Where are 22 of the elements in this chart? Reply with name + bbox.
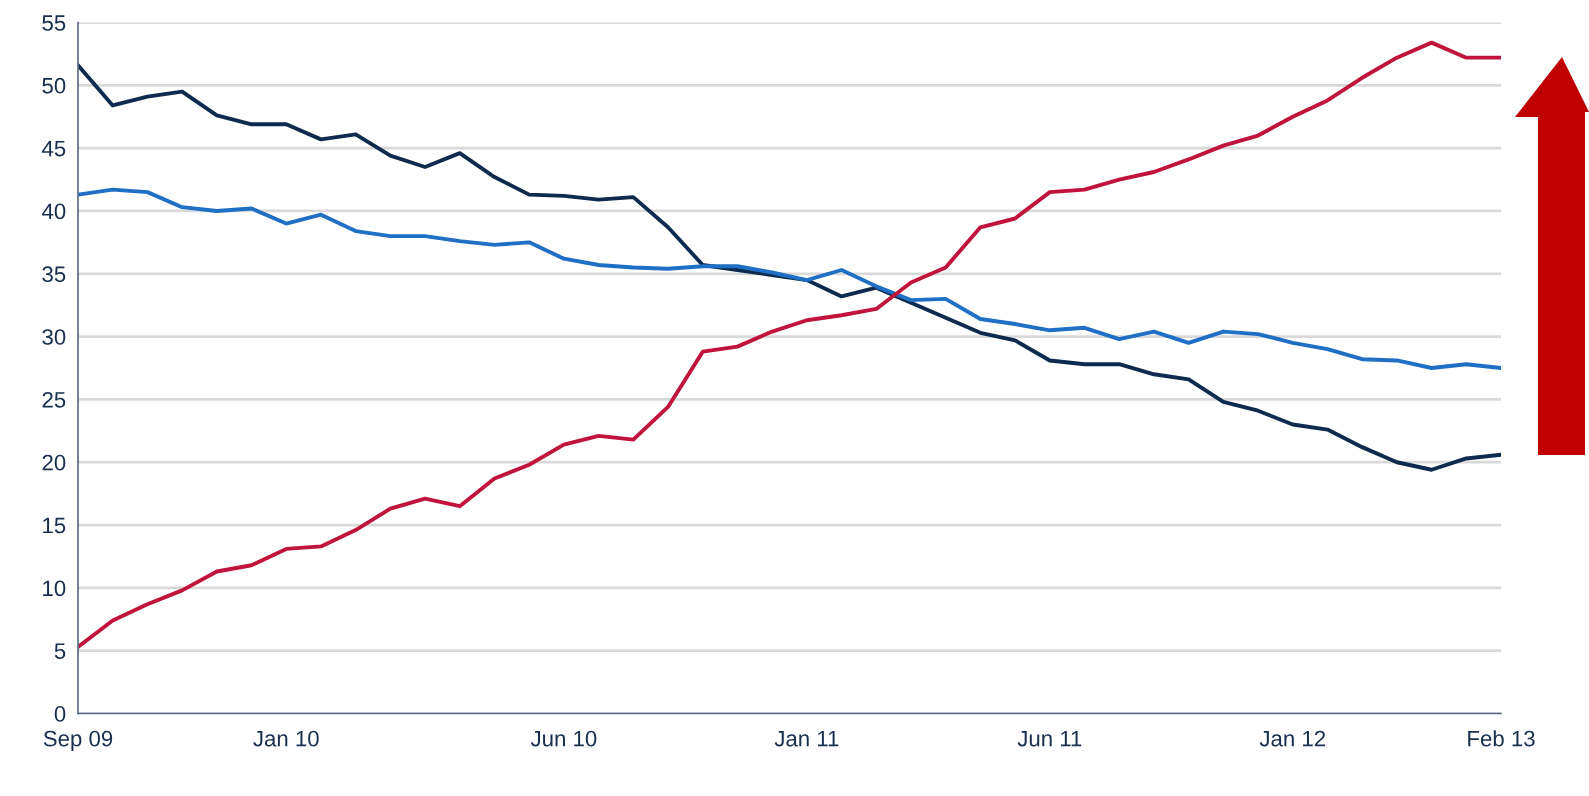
y-tick-label: 20 xyxy=(42,454,66,471)
y-tick-label: 30 xyxy=(42,329,66,345)
y-tick-label: 0 xyxy=(54,706,66,722)
line-series xyxy=(78,187,1501,370)
x-tick-label: Jan 11 xyxy=(774,730,839,747)
y-tick-label: 40 xyxy=(41,203,66,220)
y-tick-label: 10 xyxy=(43,580,66,597)
y-tick-label: 35 xyxy=(42,266,66,283)
y-tick-label: 5 xyxy=(54,643,66,659)
x-tick-label: Jun 10 xyxy=(530,730,597,747)
y-tick-label: 45 xyxy=(41,140,66,157)
line-series xyxy=(78,40,1501,649)
x-tick-label: Jun 11 xyxy=(1017,730,1082,747)
x-tick-label: Jan 10 xyxy=(253,730,319,747)
line-series xyxy=(78,63,1501,472)
x-tick-label: Jan 12 xyxy=(1259,730,1325,747)
y-tick-label: 50 xyxy=(42,77,66,94)
x-tick-label: Sep 09 xyxy=(43,730,113,751)
x-tick-label: Feb 13 xyxy=(1468,730,1535,747)
y-tick-label: 55 xyxy=(42,15,66,31)
y-tick-label: 25 xyxy=(42,391,66,408)
y-tick-label: 15 xyxy=(43,517,66,534)
